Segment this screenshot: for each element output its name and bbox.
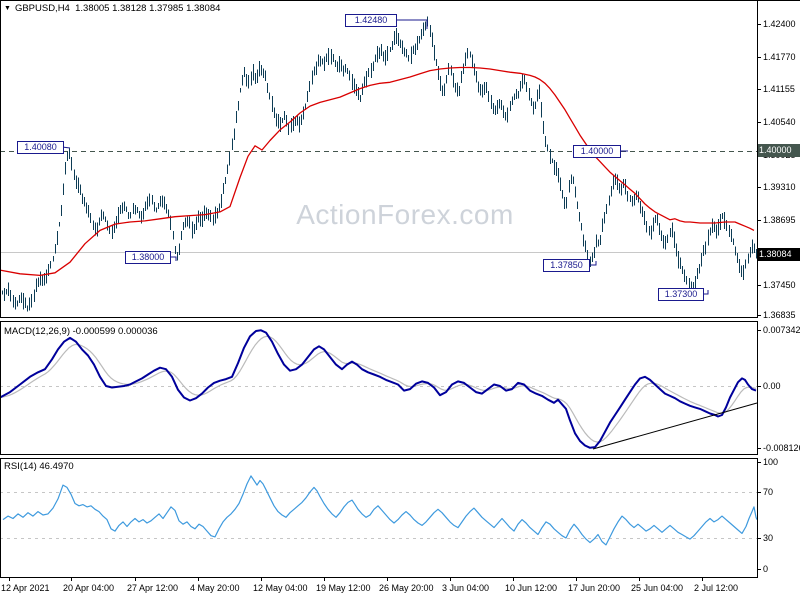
symbol-dropdown-icon[interactable]: ▼ <box>4 5 11 12</box>
price-label-box[interactable]: 1.40080 <box>17 141 64 154</box>
macd-main-line <box>0 329 757 449</box>
price-label-connector <box>395 19 428 29</box>
price-label-connector <box>702 290 709 295</box>
macd-signal-line <box>0 335 757 443</box>
level-price-tag: 1.40000 <box>758 144 800 157</box>
time-axis-label: 26 May 20:00 <box>379 583 434 593</box>
price-label-box[interactable]: 1.37850 <box>543 259 590 272</box>
macd-axis-label: 0.00 <box>763 381 781 391</box>
price-label-connector <box>588 261 597 266</box>
time-axis-label: 12 Apr 2021 <box>1 583 50 593</box>
price-axis-label: 1.38695 <box>763 215 796 225</box>
time-axis-label: 17 Jun 20:00 <box>568 583 621 593</box>
rsi-axis-label: 30 <box>763 533 774 543</box>
main-panel-border <box>0 0 758 318</box>
macd-axis-label: -0.008126 <box>763 443 800 453</box>
price-label-box[interactable]: 1.42480 <box>345 14 397 27</box>
price-axis-label: 1.41155 <box>763 84 795 94</box>
time-axis-label: 3 Jun 04:00 <box>442 583 490 593</box>
price-label-box[interactable]: 1.38000 <box>125 251 171 264</box>
rsi-indicator-label: RSI(14) 46.4970 <box>4 461 74 472</box>
rsi-axis-label: 100 <box>763 457 779 467</box>
symbol-timeframe-label: GBPUSD,H4 <box>14 3 70 14</box>
time-axis-label: 2 Jul 12:00 <box>694 583 739 593</box>
rsi-line <box>2 475 758 546</box>
price-label-box[interactable]: 1.40000 <box>573 145 621 158</box>
bid-price-tag: 1.38084 <box>758 248 800 261</box>
macd-indicator-label: MACD(12,26,9) -0.000599 0.000036 <box>4 326 158 337</box>
moving-average-line <box>0 66 755 277</box>
rsi-panel-border <box>0 458 758 578</box>
ohlc-values: 1.38005 1.38128 1.37985 1.38084 <box>75 3 221 14</box>
time-axis-label: 4 May 20:00 <box>190 583 240 593</box>
price-label-box[interactable]: 1.37300 <box>658 288 704 301</box>
macd-trendline[interactable] <box>592 402 758 450</box>
time-axis-label: 25 Jun 04:00 <box>631 583 684 593</box>
rsi-axis-label: 70 <box>763 487 774 497</box>
price-axis-label: 1.39310 <box>763 182 796 192</box>
time-axis-label: 10 Jun 12:00 <box>505 583 558 593</box>
time-axis-label: 19 May 12:00 <box>316 583 371 593</box>
price-axis-label: 1.42400 <box>763 19 796 29</box>
price-axis-label: 1.36835 <box>763 310 796 320</box>
chart-title-row: ▼ GBPUSD,H4 1.38005 1.38128 1.37985 1.380… <box>4 3 220 14</box>
time-axis-label: 20 Apr 04:00 <box>63 583 115 593</box>
macd-axis-label: 0.007342 <box>763 325 800 335</box>
time-axis-label: 12 May 04:00 <box>253 583 308 593</box>
time-axis-label: 27 Apr 12:00 <box>127 583 179 593</box>
price-axis-label: 1.40540 <box>763 117 796 127</box>
rsi-axis-label: 0 <box>763 564 769 574</box>
price-axis-label: 1.41770 <box>763 52 796 62</box>
macd-panel-border <box>0 321 758 455</box>
price-label-connector <box>169 256 177 261</box>
watermark: ActionForex.com <box>296 199 514 230</box>
price-axis-label: 1.37450 <box>763 280 796 290</box>
